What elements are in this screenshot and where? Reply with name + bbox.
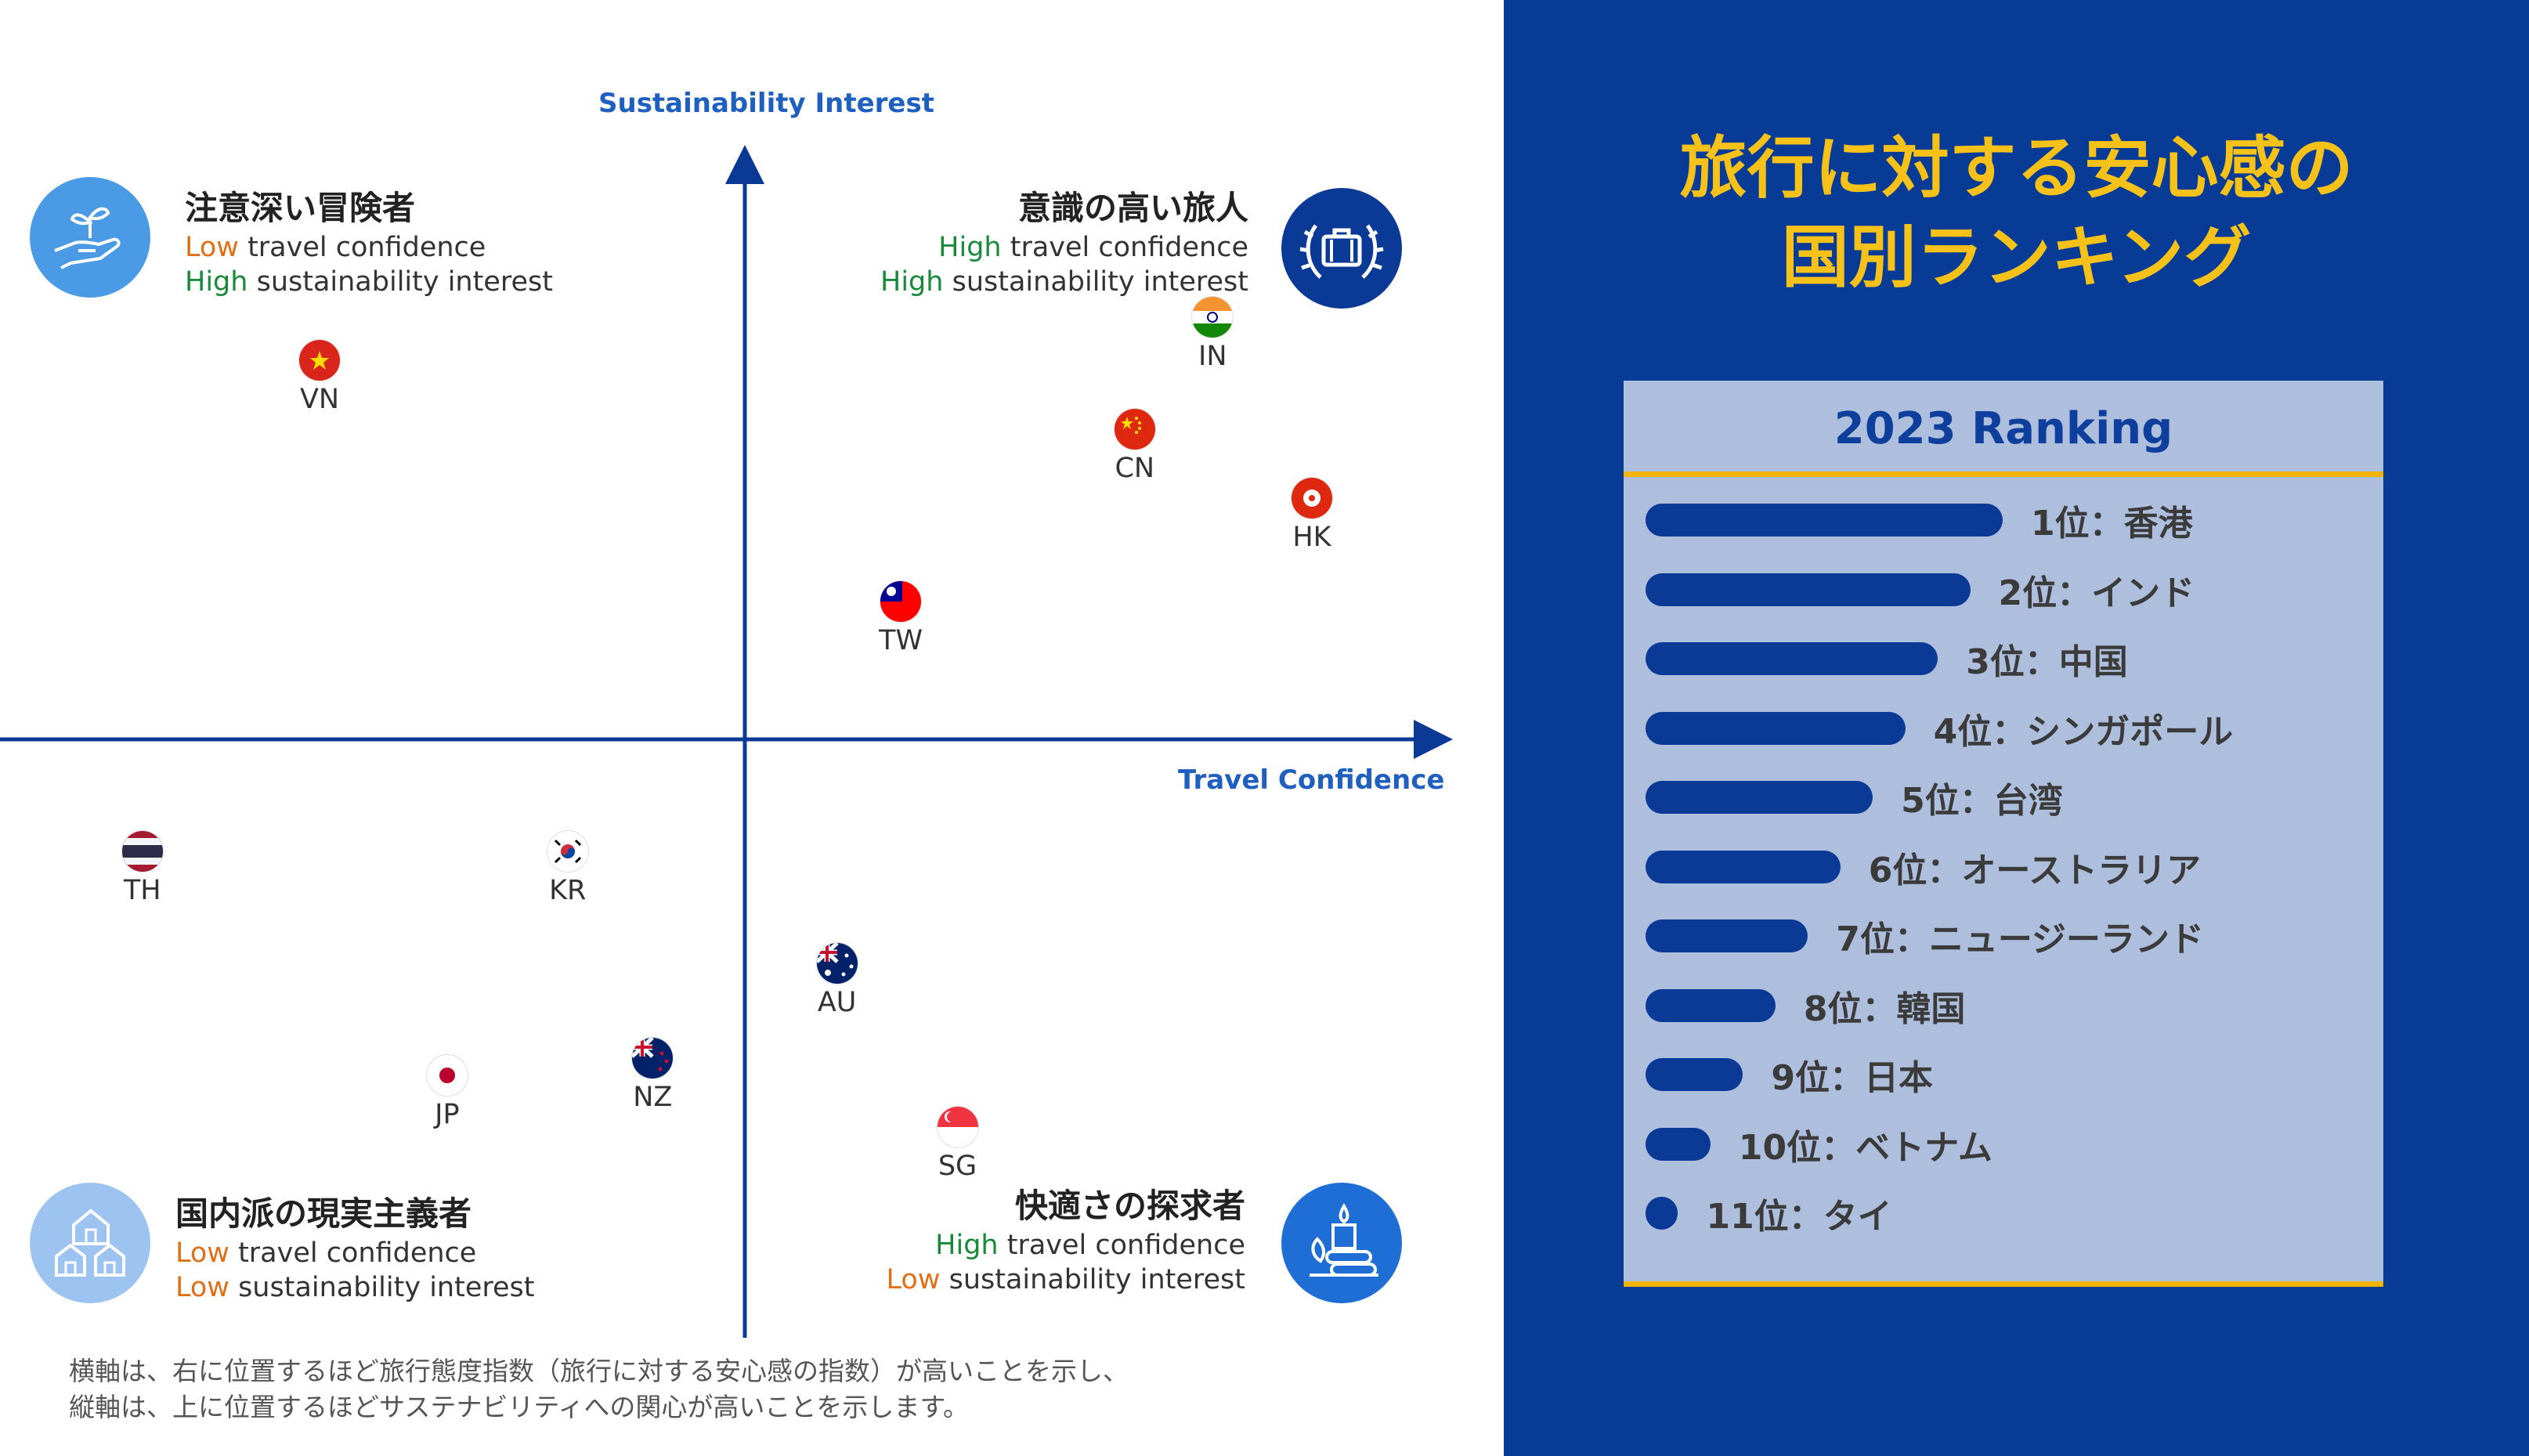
quadrant-top-left: 注意深い冒険者 Low travel confidence High susta… — [185, 186, 553, 299]
footnote: 横軸は、右に位置するほど旅行態度指数（旅行に対する安心感の指数）が高いことを示し… — [69, 1353, 1129, 1425]
level-text: sustainability interest — [943, 266, 1248, 298]
ranking-bar — [1646, 781, 1873, 814]
point-label-kr: KR — [549, 875, 587, 906]
flag-jp-icon — [426, 1055, 468, 1096]
flag-hk-icon — [1292, 478, 1332, 518]
ranking-label: 10位：ベトナム — [1738, 1127, 1992, 1168]
ranking-label: 9位：日本 — [1771, 1058, 1933, 1098]
ranking-row: 10位：ベトナム — [1646, 1127, 1992, 1168]
x-axis-title: Travel Confidence — [1178, 764, 1445, 796]
ranking-bar — [1646, 1127, 1711, 1161]
flag-tw-icon — [880, 581, 922, 622]
ranking-row: 2位：インド — [1646, 573, 2195, 613]
quadrant-title: 国内派の現実主義者 — [175, 1194, 472, 1233]
point-label-cn: CN — [1115, 453, 1155, 484]
ranking-title: 2023 Ranking — [1624, 381, 2383, 477]
axes — [0, 145, 1453, 1338]
level-text: sustainability interest — [229, 1272, 535, 1303]
ranking-bar — [1646, 1197, 1678, 1230]
ranking-panel: 旅行に対する安心感の 国別ランキング 2023 Ranking 1位：香港 2位：… — [1504, 0, 2529, 1456]
ranking-label: 2位：インド — [1998, 573, 2195, 613]
level-key: High — [880, 266, 944, 298]
ranking-row: 4位：シンガポール — [1646, 711, 2233, 752]
ranking-bar — [1646, 919, 1808, 952]
ranking-label: 3位：中国 — [1966, 642, 2128, 682]
panel-title-line: 国別ランキング — [1781, 219, 2252, 297]
ranking-box: 2023 Ranking 1位：香港 2位：インド 3位：中国 4位：シンガポール 5位… — [1624, 381, 2383, 1287]
ranking-row: 8位：韓国 — [1646, 988, 1965, 1029]
quadrant-title: 注意深い冒険者 — [185, 189, 416, 227]
quadrant-chart: Sustainability Interest Travel Confidenc… — [0, 88, 1453, 1425]
level-text: travel confidence — [1001, 232, 1248, 263]
level-key: Low — [886, 1264, 941, 1295]
y-axis-title: Sustainability Interest — [598, 88, 934, 119]
level-text: travel confidence — [238, 232, 486, 263]
footnote-line: 横軸は、右に位置するほど旅行態度指数（旅行に対する安心感の指数）が高いことを示し… — [69, 1356, 1129, 1386]
quadrant-bottom-left: 国内派の現実主義者 Low travel confidence Low sust… — [175, 1192, 534, 1305]
level-key: Low — [175, 1272, 229, 1303]
quadrant-bottom-right: 快適さの探求者 High travel confidence Low susta… — [887, 1184, 1245, 1297]
flag-th-icon — [121, 831, 163, 872]
level-key: Low — [175, 1237, 229, 1269]
point-label-sg: SG — [938, 1151, 977, 1182]
point-label-au: AU — [817, 987, 857, 1018]
point-label-th: TH — [123, 875, 161, 906]
ranking-row: 6位：オーストラリア — [1646, 850, 2201, 891]
spa-candle-icon — [1281, 1183, 1402, 1303]
point-label-jp: JP — [435, 1099, 460, 1130]
ranking-label: 5位：台湾 — [1901, 781, 2063, 821]
level-text: travel confidence — [229, 1237, 477, 1269]
level-text: travel confidence — [998, 1230, 1245, 1261]
ranking-bar — [1646, 850, 1841, 883]
panel-title: 旅行に対する安心感の 国別ランキング — [1504, 124, 2529, 302]
ranking-row: 11位：タイ — [1646, 1196, 1892, 1237]
footnote-line: 縦軸は、上に位置するほどサステナビリティへの関心が高いことを示します。 — [69, 1392, 970, 1422]
point-label-hk: HK — [1292, 522, 1331, 553]
ranking-label: 1位：香港 — [2031, 504, 2193, 544]
quadrant-top-right: 意識の高い旅人 High travel confidence High sust… — [880, 186, 1248, 299]
ranking-row: 5位：台湾 — [1646, 780, 2063, 821]
ranking-row: 3位：中国 — [1646, 641, 2128, 682]
flag-au-icon — [816, 943, 858, 984]
ranking-bar — [1646, 1058, 1743, 1091]
quadrant-title: 快適さの探求者 — [1014, 1187, 1245, 1225]
ranking-bar — [1646, 711, 1906, 745]
flag-sg-icon — [937, 1107, 978, 1147]
point-label-vn: VN — [299, 384, 340, 415]
houses-icon — [30, 1183, 150, 1303]
level-text: sustainability interest — [940, 1264, 1245, 1295]
level-key: Low — [185, 232, 239, 263]
ranking-bar — [1646, 988, 1776, 1022]
ranking-bar — [1646, 642, 1938, 675]
panel-title-line: 旅行に対する安心感の — [1679, 129, 2354, 208]
ranking-bar — [1646, 504, 2003, 537]
point-label-nz: NZ — [633, 1082, 673, 1113]
laurel-suitcase-icon — [1281, 188, 1402, 309]
ranking-bar — [1646, 573, 1971, 606]
ranking-row: 9位：日本 — [1646, 1057, 1933, 1098]
level-key: High — [935, 1230, 999, 1261]
ranking-label: 6位：オーストラリア — [1868, 850, 2202, 891]
ranking-label: 8位：韓国 — [1803, 988, 1966, 1029]
ranking-label: 7位：ニュージーランド — [1836, 919, 2204, 959]
ranking-row: 1位：香港 — [1646, 503, 2193, 544]
flag-in-icon — [1192, 297, 1234, 338]
level-text: sustainability interest — [247, 266, 553, 298]
flag-vn-icon — [299, 340, 340, 381]
flag-kr-icon — [547, 831, 588, 872]
ranking-row: 7位：ニュージーランド — [1646, 919, 2204, 959]
quadrant-title: 意識の高い旅人 — [1017, 189, 1248, 227]
flag-nz-icon — [632, 1038, 674, 1078]
ranking-label: 11位：タイ — [1706, 1197, 1892, 1237]
hand-plant-icon — [30, 177, 150, 298]
flag-cn-icon — [1114, 409, 1155, 450]
level-key: High — [185, 266, 248, 298]
point-label-tw: TW — [879, 625, 923, 656]
ranking-label: 4位：シンガポール — [1933, 711, 2234, 752]
level-key: High — [938, 232, 1002, 263]
point-label-in: IN — [1198, 341, 1227, 372]
